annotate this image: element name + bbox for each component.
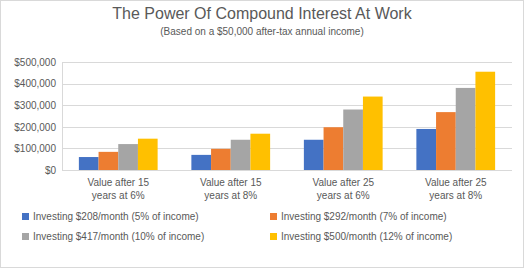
y-tick: $0: [45, 165, 62, 176]
chart: The Power Of Compound Interest At Work (B…: [0, 0, 524, 268]
legend-swatch: [22, 233, 29, 240]
bar: [231, 140, 251, 170]
y-tick: $500,000: [14, 57, 62, 68]
x-tick-label: Value after 15years at 8%: [200, 177, 262, 201]
bar: [324, 127, 344, 170]
bar: [250, 134, 270, 170]
bar: [436, 112, 456, 170]
legend: Investing $208/month (5% of income) Inves…: [22, 211, 452, 242]
y-tick-label: $200,000: [14, 122, 56, 133]
x-tick-label: Value after 15years at 6%: [87, 177, 149, 201]
bars: [79, 72, 495, 170]
bar: [138, 139, 158, 170]
legend-label: Investing $292/month (7% of income): [281, 211, 447, 222]
legend-label: Investing $417/month (10% of income): [33, 231, 204, 242]
y-tick-label: $100,000: [14, 143, 56, 154]
bar: [475, 72, 495, 170]
y-axis-line: [62, 63, 63, 171]
plot: $0 $100,000 $200,000 $300,000 $400,000 $500,0…: [14, 57, 512, 201]
y-tick-label: $400,000: [14, 78, 56, 89]
legend-item: Investing $417/month (10% of income): [22, 231, 204, 242]
chart-background: [1, 1, 524, 268]
bar: [191, 155, 211, 170]
x-axis-line: [62, 170, 512, 171]
y-tick-label: $300,000: [14, 100, 56, 111]
grid-line: [62, 84, 512, 85]
bar: [211, 149, 231, 170]
bar: [99, 152, 119, 170]
y-tick: $400,000: [14, 78, 62, 89]
y-tick-label: $0: [45, 165, 57, 176]
legend-swatch: [270, 233, 277, 240]
grid-line: [62, 170, 512, 171]
x-axis: Value after 15years at 6% Value after 15y…: [87, 177, 486, 201]
legend-label: Investing $500/month (12% of income): [281, 231, 452, 242]
legend-swatch: [22, 213, 29, 220]
title: The Power Of Compound Interest At Work: [112, 5, 412, 22]
series: [99, 112, 456, 170]
bar: [363, 97, 383, 170]
y-tick: $300,000: [14, 100, 62, 111]
legend-item: Investing $208/month (5% of income): [22, 211, 199, 222]
series: [138, 72, 495, 170]
bar: [304, 140, 324, 170]
bar: [343, 110, 363, 170]
legend-item: Investing $500/month (12% of income): [270, 231, 452, 242]
bar: [456, 88, 476, 170]
y-axis: $0 $100,000 $200,000 $300,000 $400,000 $500,0…: [14, 57, 62, 176]
grid-line: [62, 62, 512, 63]
bar: [416, 129, 436, 170]
legend-item: Investing $292/month (7% of income): [270, 211, 447, 222]
legend-swatch: [270, 213, 277, 220]
series: [118, 88, 475, 170]
bar: [79, 157, 99, 170]
bar: [118, 144, 138, 170]
y-tick-label: $500,000: [14, 57, 56, 68]
y-tick: $100,000: [14, 143, 62, 154]
grid: [62, 63, 512, 171]
legend-label: Investing $208/month (5% of income): [33, 211, 199, 222]
x-tick-label: Value after 25years at 6%: [312, 177, 374, 201]
y-tick: $200,000: [14, 122, 62, 133]
subtitle: (Based on a $50,000 after-tax annual inc…: [160, 26, 363, 37]
grid-line: [62, 105, 512, 106]
x-tick-label: Value after 25years at 8%: [425, 177, 487, 201]
